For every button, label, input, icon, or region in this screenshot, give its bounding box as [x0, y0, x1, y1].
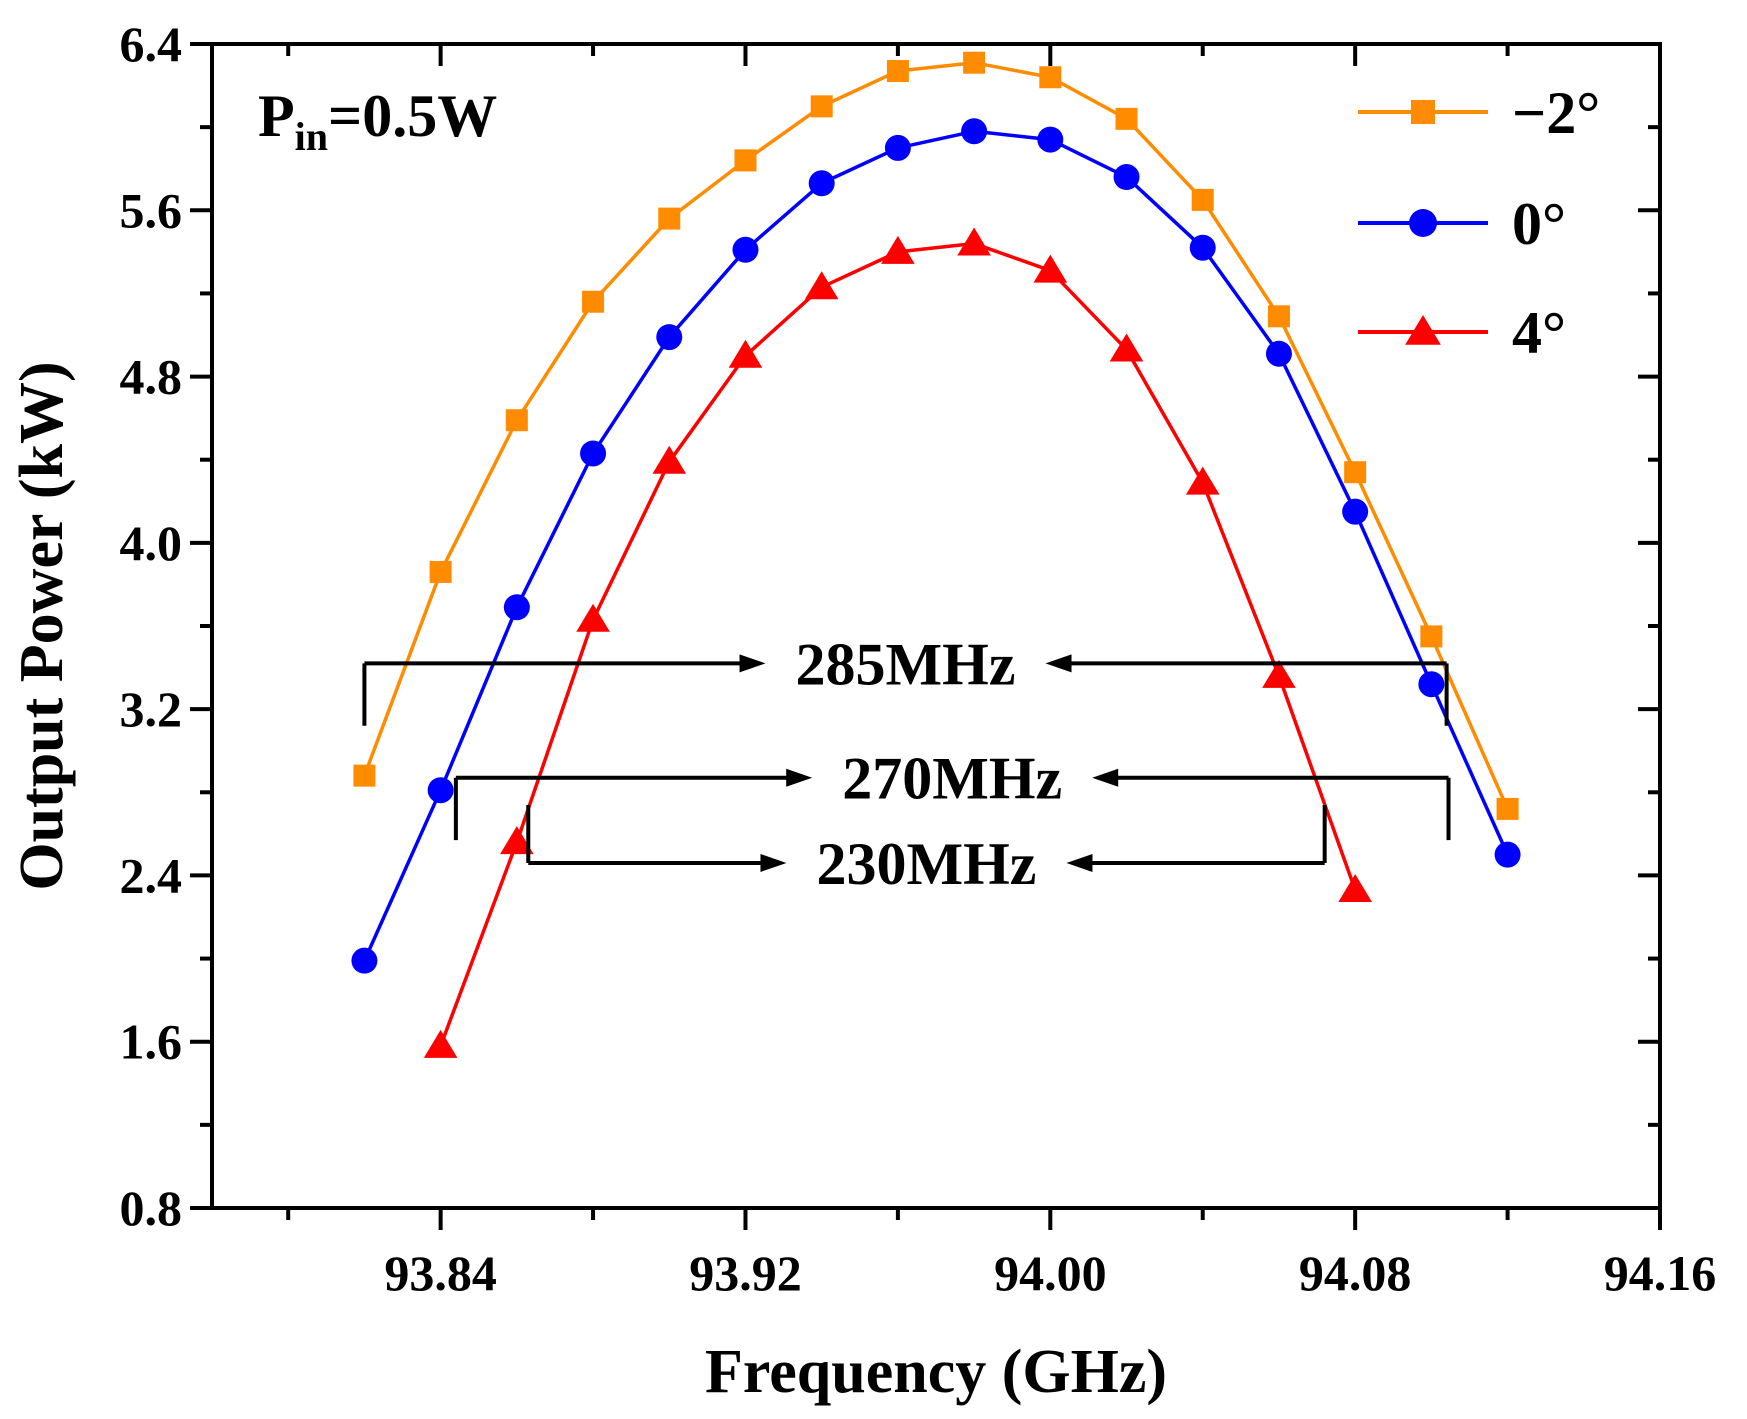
data-point [734, 149, 757, 172]
legend-entry-1: 0° [1358, 191, 1566, 257]
plot-frame [210, 42, 1662, 1210]
data-point [351, 947, 378, 974]
data-point [1033, 254, 1068, 283]
data-point [658, 207, 681, 230]
data-point [963, 51, 986, 74]
legend: −2° 0° 4° [1358, 80, 1600, 366]
x-tick-label: 93.92 [689, 1245, 802, 1301]
data-point [1262, 659, 1296, 688]
data-point [1338, 873, 1372, 902]
data-point [1185, 466, 1220, 495]
y-tick-label: 1.6 [120, 1014, 183, 1070]
data-point [728, 339, 763, 368]
bandwidth-arrowhead [786, 768, 813, 787]
data-point [1039, 66, 1062, 89]
legend-marker [1405, 315, 1441, 345]
y-tick-label: 3.2 [120, 681, 183, 737]
x-tick-label: 93.84 [384, 1245, 497, 1301]
data-point [500, 826, 534, 855]
bandwidth-arrowhead [1092, 768, 1119, 787]
data-point [884, 134, 911, 161]
input-power-label: Pin=0.5W [258, 83, 497, 159]
data-point [808, 170, 835, 197]
data-point [732, 236, 759, 263]
data-point [1342, 498, 1369, 525]
data-point [656, 324, 683, 351]
x-tick-label: 94.08 [1299, 1245, 1412, 1301]
bandwidth-annotation-1: 270MHz [453, 746, 1451, 841]
legend-entry-2: 4° [1358, 300, 1566, 366]
x-axis-title: Frequency (GHz) [705, 1338, 1167, 1406]
y-axis-title: Output Power (kW) [8, 361, 76, 890]
legend-label: −2° [1512, 80, 1600, 146]
data-point [503, 594, 530, 621]
y-tick-label: 4.8 [120, 349, 183, 405]
y-tick-label: 0.8 [120, 1180, 183, 1236]
y-tick-label: 5.6 [120, 182, 183, 238]
legend-label: 4° [1512, 300, 1566, 366]
bandwidth-arrowhead [1066, 853, 1093, 872]
data-point [1420, 625, 1443, 648]
bandwidth-label: 270MHz [842, 746, 1062, 812]
bandwidth-arrowhead [739, 654, 766, 673]
series-line [362, 129, 1510, 962]
input-power-base: P [258, 83, 295, 149]
bandwidth-arrowhead [1045, 654, 1072, 673]
data-point [1344, 461, 1367, 484]
series-1 [351, 118, 1521, 974]
bandwidth-label: 285MHz [796, 631, 1016, 697]
data-point [353, 764, 376, 787]
data-point [1037, 126, 1064, 153]
data-point [886, 60, 909, 83]
legend-entry-0: −2° [1358, 80, 1600, 146]
input-power-value: =0.5W [328, 83, 497, 149]
data-point [1115, 107, 1138, 130]
data-point [582, 290, 605, 313]
data-point [961, 118, 988, 145]
data-point [810, 95, 833, 118]
data-point [429, 560, 452, 583]
data-point [652, 445, 687, 474]
series-2 [423, 227, 1372, 1058]
data-point [1496, 797, 1519, 820]
legend-label: 0° [1512, 191, 1566, 257]
data-point [1494, 841, 1521, 868]
x-tick-label: 94.16 [1604, 1245, 1717, 1301]
data-point [1267, 305, 1290, 328]
data-point [580, 440, 607, 467]
data-point [427, 777, 454, 804]
legend-marker [1411, 100, 1435, 124]
data-point [1265, 340, 1292, 367]
data-point [576, 603, 610, 632]
data-point [804, 271, 839, 300]
y-tick-label: 2.4 [120, 847, 183, 903]
data-point [957, 227, 991, 256]
y-tick-label: 4.0 [120, 515, 183, 571]
data-point [1189, 234, 1216, 261]
bandwidth-label: 230MHz [817, 831, 1037, 897]
series-line [362, 60, 1510, 810]
series-0 [353, 51, 1519, 820]
bandwidth-arrowhead [760, 853, 787, 872]
bandwidth-annotation-2: 230MHz [526, 804, 1327, 897]
data-point [1418, 671, 1445, 698]
input-power-subscript: in [295, 114, 328, 159]
data-point [505, 409, 528, 432]
y-tick-label: 6.4 [120, 16, 183, 72]
x-tick-label: 94.00 [994, 1245, 1107, 1301]
bandwidth-annotation-0: 285MHz [362, 631, 1449, 726]
data-point [1109, 333, 1144, 362]
data-point [881, 235, 915, 264]
data-point [423, 1029, 458, 1058]
legend-marker [1409, 209, 1437, 237]
data-point [1113, 164, 1140, 191]
data-point [1191, 188, 1214, 211]
